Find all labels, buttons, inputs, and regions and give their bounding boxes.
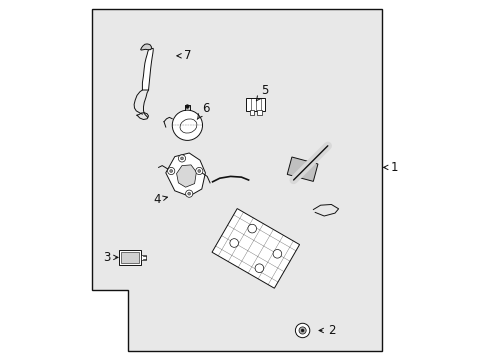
Circle shape (188, 192, 191, 195)
Polygon shape (141, 44, 151, 50)
Circle shape (301, 329, 304, 332)
Text: 4: 4 (153, 193, 168, 206)
Circle shape (168, 167, 175, 175)
Circle shape (295, 323, 310, 338)
Circle shape (255, 264, 264, 273)
Polygon shape (166, 153, 205, 196)
Circle shape (196, 167, 203, 175)
Circle shape (299, 327, 306, 334)
Bar (121, 252, 139, 263)
Text: 6: 6 (197, 102, 209, 120)
Circle shape (172, 110, 202, 140)
Bar (250, 110, 254, 115)
Bar (257, 110, 262, 115)
Circle shape (178, 155, 186, 162)
Circle shape (180, 157, 183, 160)
Polygon shape (141, 255, 147, 260)
Polygon shape (176, 165, 196, 187)
Circle shape (248, 224, 257, 233)
Circle shape (186, 105, 189, 108)
Bar (246, 98, 265, 111)
Circle shape (198, 170, 201, 172)
Circle shape (273, 249, 282, 258)
Bar (119, 250, 141, 265)
Text: 7: 7 (177, 49, 191, 62)
Polygon shape (92, 9, 382, 351)
Polygon shape (287, 157, 318, 181)
Circle shape (230, 239, 239, 247)
Text: 1: 1 (384, 161, 398, 174)
Polygon shape (143, 48, 153, 90)
Circle shape (186, 190, 193, 197)
Text: 3: 3 (103, 251, 118, 264)
Circle shape (170, 170, 172, 172)
Polygon shape (212, 208, 299, 288)
Text: 2: 2 (319, 324, 335, 337)
Text: 5: 5 (256, 84, 269, 101)
